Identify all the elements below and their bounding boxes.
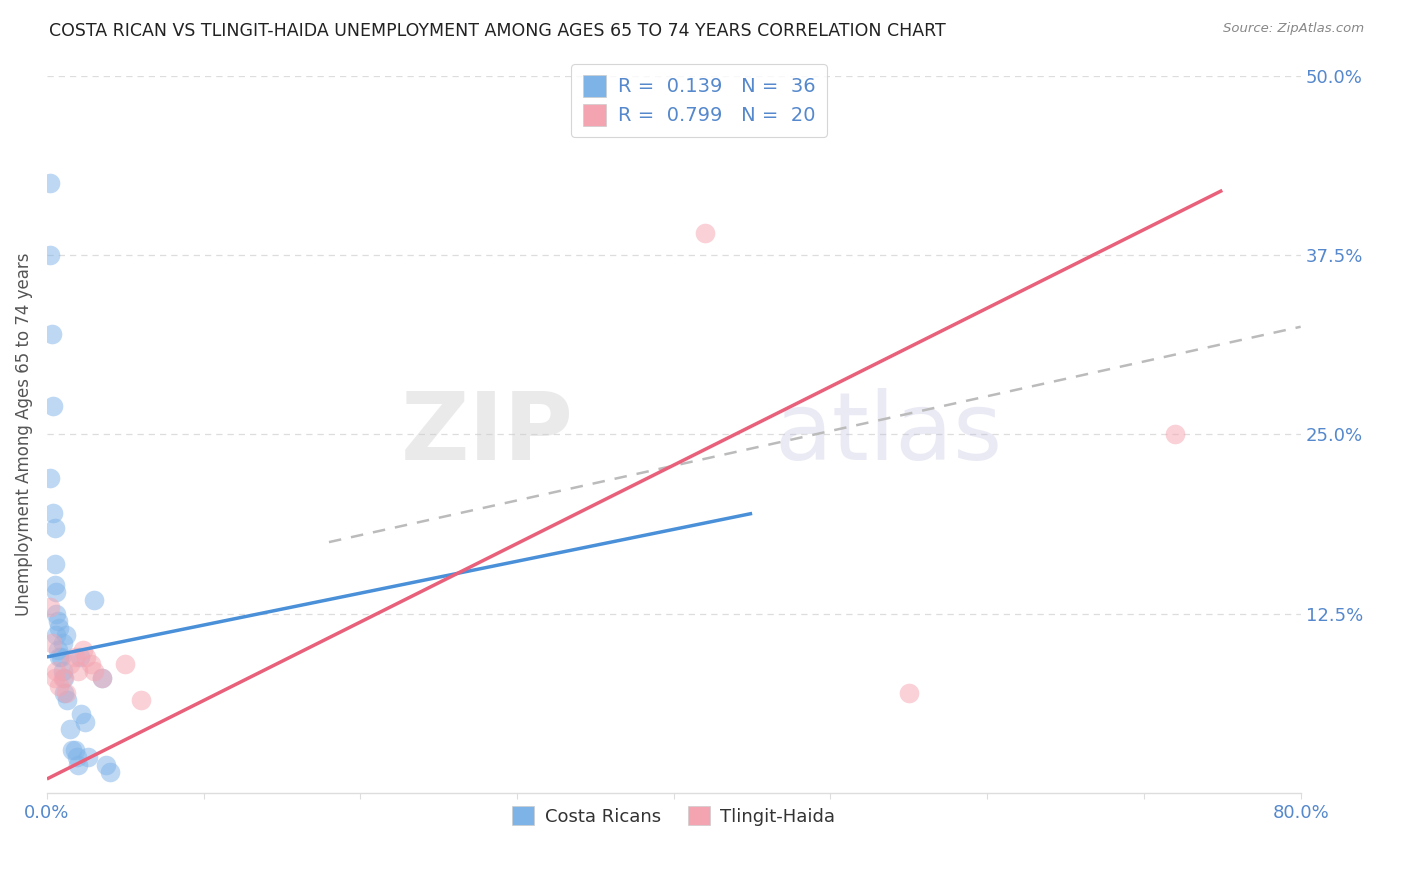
Point: [46, 642, 69, 657]
Point: [63, 650, 86, 665]
Point: [51, 665, 73, 679]
Point: [46, 614, 69, 628]
Point: [51, 672, 73, 686]
Point: [45, 665, 67, 679]
Point: [83, 665, 105, 679]
Point: [695, 227, 717, 241]
Point: [83, 592, 105, 607]
Point: [80, 657, 103, 672]
Point: [48, 650, 70, 665]
Point: [1164, 427, 1187, 442]
Point: [59, 657, 82, 672]
Point: [63, 743, 86, 757]
Point: [55, 628, 77, 642]
Text: Source: ZipAtlas.com: Source: ZipAtlas.com: [1223, 22, 1364, 36]
Point: [53, 672, 76, 686]
Point: [42, 507, 65, 521]
Point: [44, 578, 66, 592]
Point: [44, 521, 66, 535]
Y-axis label: Unemployment Among Ages 65 to 74 years: Unemployment Among Ages 65 to 74 years: [15, 252, 32, 616]
Point: [90, 672, 112, 686]
Point: [69, 650, 91, 665]
Point: [66, 750, 89, 764]
Point: [98, 764, 121, 779]
Point: [39, 248, 62, 262]
Point: [39, 470, 62, 484]
Point: [48, 621, 70, 635]
Point: [60, 743, 83, 757]
Point: [56, 693, 79, 707]
Point: [73, 714, 96, 729]
Point: [44, 672, 66, 686]
Point: [44, 557, 66, 571]
Point: [96, 757, 118, 772]
Point: [67, 665, 90, 679]
Point: [129, 693, 152, 707]
Text: ZIP: ZIP: [401, 388, 574, 481]
Text: COSTA RICAN VS TLINGIT-HAIDA UNEMPLOYMENT AMONG AGES 65 TO 74 YEARS CORRELATION : COSTA RICAN VS TLINGIT-HAIDA UNEMPLOYMEN…: [49, 22, 946, 40]
Point: [51, 635, 73, 649]
Point: [39, 599, 62, 614]
Point: [897, 686, 920, 700]
Point: [70, 707, 93, 722]
Point: [49, 650, 72, 665]
Point: [55, 686, 77, 700]
Point: [59, 722, 82, 736]
Point: [41, 635, 63, 649]
Point: [53, 686, 76, 700]
Point: [45, 585, 67, 599]
Point: [90, 672, 112, 686]
Point: [39, 176, 62, 190]
Text: atlas: atlas: [775, 388, 1002, 481]
Point: [67, 757, 90, 772]
Point: [45, 607, 67, 621]
Point: [42, 399, 65, 413]
Point: [72, 642, 94, 657]
Point: [75, 650, 97, 665]
Point: [114, 657, 136, 672]
Point: [48, 679, 70, 693]
Point: [41, 326, 63, 341]
Point: [45, 628, 67, 642]
Point: [76, 750, 98, 764]
Legend: Costa Ricans, Tlingit-Haida: Costa Ricans, Tlingit-Haida: [503, 797, 845, 835]
